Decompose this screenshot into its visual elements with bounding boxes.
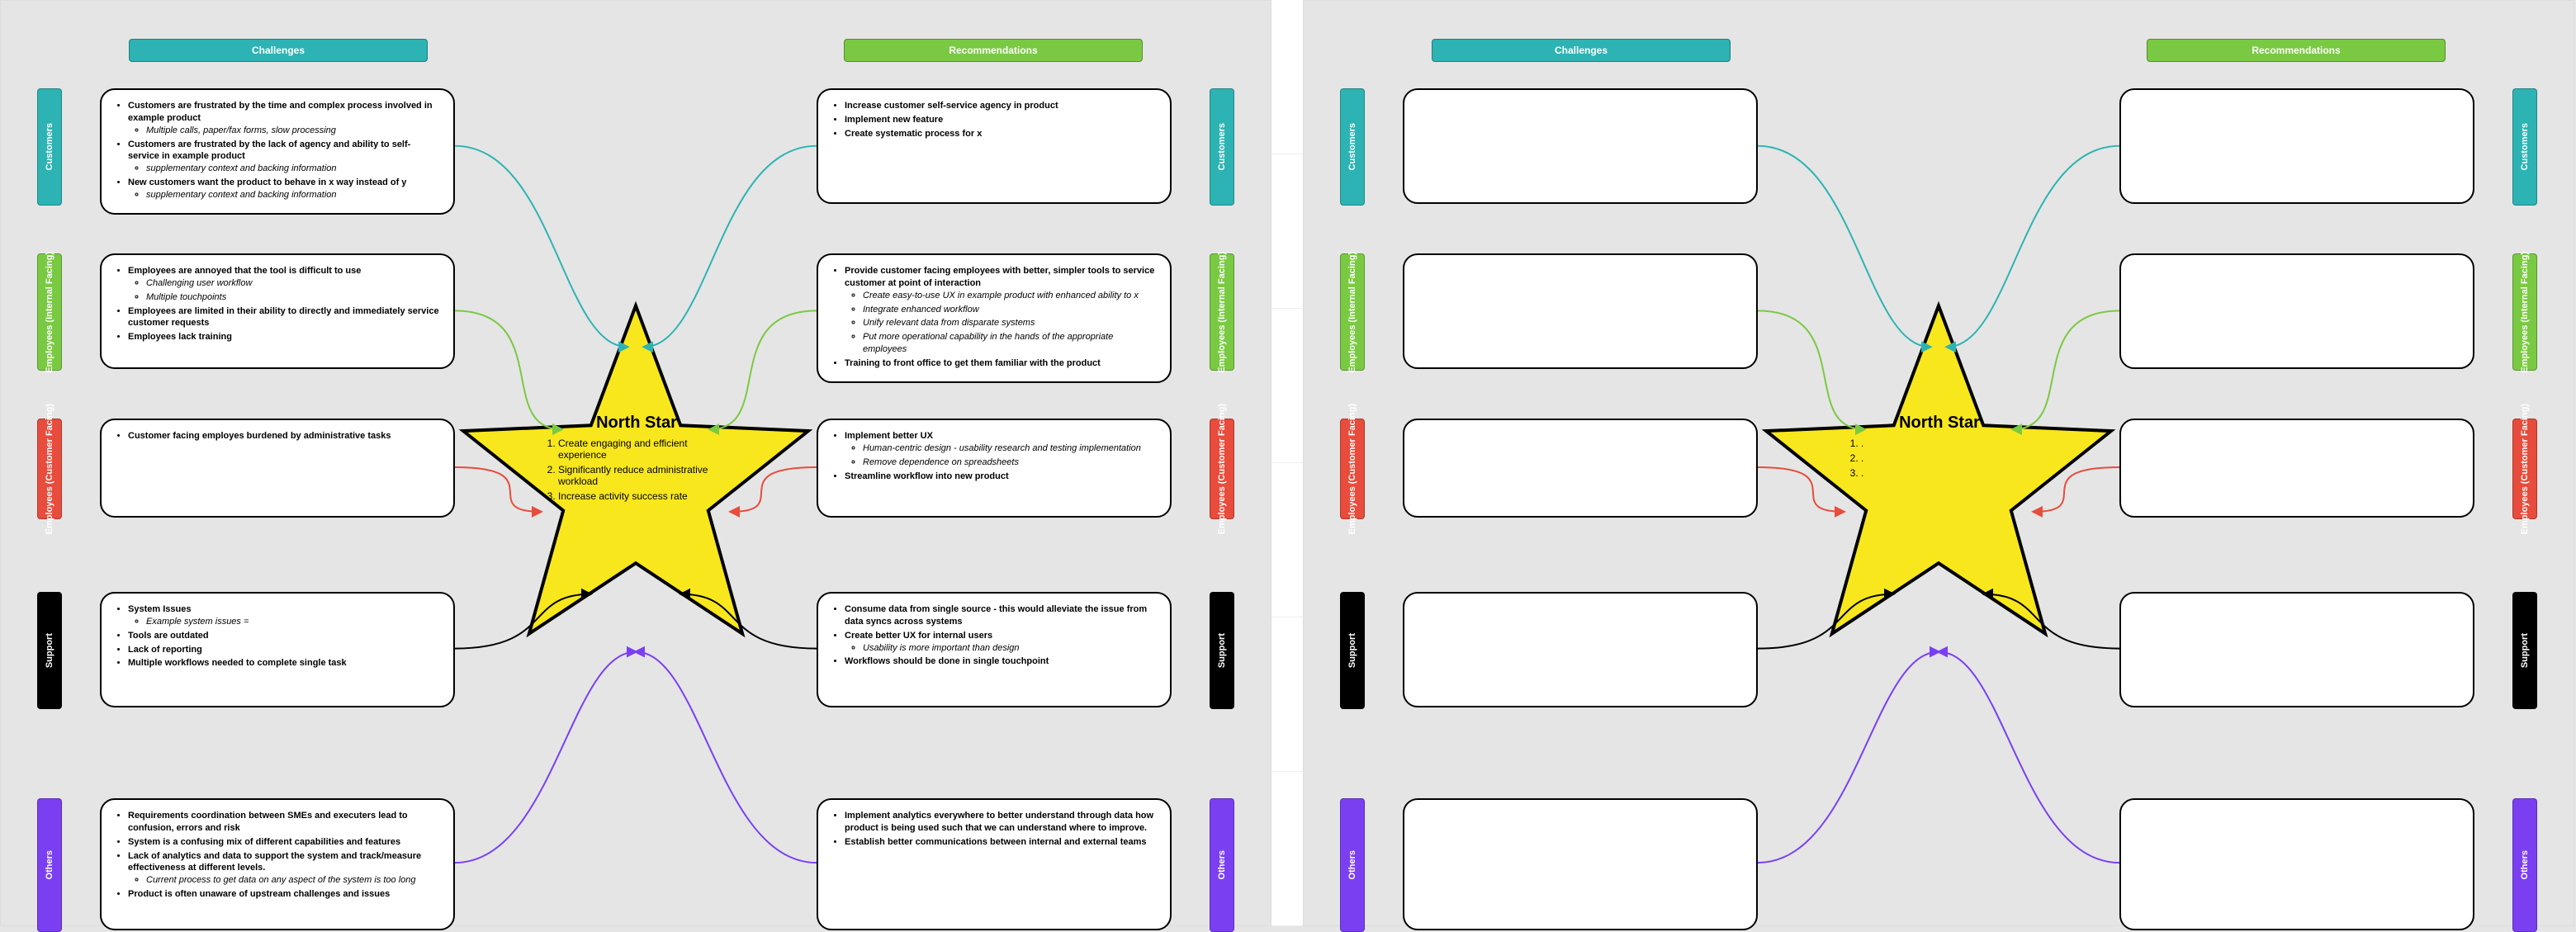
card-employees-internal-challenges: Employees are annoyed that the tool is d… bbox=[100, 253, 455, 369]
tab-support-left: Support bbox=[1340, 592, 1365, 709]
card-support-challenges bbox=[1403, 592, 1758, 707]
tab-customers-left: Customers bbox=[1340, 88, 1365, 206]
tab-support-right: Support bbox=[1210, 592, 1234, 709]
card-support-challenges: System IssuesExample system issues =Tool… bbox=[100, 592, 455, 707]
tab-others-left: Others bbox=[37, 798, 62, 932]
challenges-header: Challenges bbox=[129, 39, 428, 62]
challenges-header: Challenges bbox=[1432, 39, 1731, 62]
card-others-challenges bbox=[1403, 798, 1758, 930]
recommendations-header: Recommendations bbox=[2147, 39, 2446, 62]
panel-gap bbox=[1271, 0, 1303, 926]
card-customers-recommendations bbox=[2119, 88, 2474, 204]
north-star-label: North Star ... bbox=[1844, 414, 2034, 482]
card-employees-customer-challenges bbox=[1403, 419, 1758, 518]
tab-employees-internal-left: Employees (Internal Facing) bbox=[1340, 253, 1365, 371]
tab-others-right: Others bbox=[2512, 798, 2537, 932]
card-customers-challenges bbox=[1403, 88, 1758, 204]
tab-employees-internal-right: Employees (Internal Facing) bbox=[2512, 253, 2537, 371]
card-support-recommendations bbox=[2119, 592, 2474, 707]
card-others-challenges: Requirements coordination between SMEs a… bbox=[100, 798, 455, 930]
panel-left: Challenges Recommendations Customers Custom… bbox=[0, 0, 1271, 926]
card-customers-recommendations: Increase customer self-service agency in… bbox=[817, 88, 1172, 204]
tab-customers-right: Customers bbox=[2512, 88, 2537, 206]
card-others-recommendations bbox=[2119, 798, 2474, 930]
card-employees-customer-challenges: Customer facing employes burdened by adm… bbox=[100, 419, 455, 518]
tab-customers-right: Customers bbox=[1210, 88, 1234, 206]
tab-others-left: Others bbox=[1340, 798, 1365, 932]
card-employees-internal-recommendations bbox=[2119, 253, 2474, 369]
tab-employees-customer-left: Employees (Customer Facing) bbox=[1340, 419, 1365, 519]
tab-customers-left: Customers bbox=[37, 88, 62, 206]
card-employees-internal-challenges bbox=[1403, 253, 1758, 369]
tab-employees-customer-right: Employees (Customer Facing) bbox=[2512, 419, 2537, 519]
north-star-title: North Star bbox=[1844, 414, 2034, 433]
tab-employees-customer-left: Employees (Customer Facing) bbox=[37, 419, 62, 519]
tab-employees-customer-right: Employees (Customer Facing) bbox=[1210, 419, 1234, 519]
card-employees-internal-recommendations: Provide customer facing employees with b… bbox=[817, 253, 1172, 383]
tab-others-right: Others bbox=[1210, 798, 1234, 932]
recommendations-header: Recommendations bbox=[844, 39, 1143, 62]
north-star-title: North Star bbox=[542, 414, 732, 433]
tab-support-left: Support bbox=[37, 592, 62, 709]
card-customers-challenges: Customers are frustrated by the time and… bbox=[100, 88, 455, 215]
card-others-recommendations: Implement analytics everywhere to better… bbox=[817, 798, 1172, 930]
tab-employees-internal-right: Employees (Internal Facing) bbox=[1210, 253, 1234, 371]
card-employees-customer-recommendations: Implement better UXHuman-centric design … bbox=[817, 419, 1172, 518]
north-star-label: North Star Create engaging and efficient… bbox=[542, 414, 732, 505]
card-employees-customer-recommendations bbox=[2119, 419, 2474, 518]
viewport: Challenges Recommendations Customers Custom… bbox=[0, 0, 2576, 926]
card-support-recommendations: Consume data from single source - this w… bbox=[817, 592, 1172, 707]
tab-support-right: Support bbox=[2512, 592, 2537, 709]
panel-right: Challenges Recommendations Customers Custom… bbox=[1303, 0, 2574, 926]
tab-employees-internal-left: Employees (Internal Facing) bbox=[37, 253, 62, 371]
